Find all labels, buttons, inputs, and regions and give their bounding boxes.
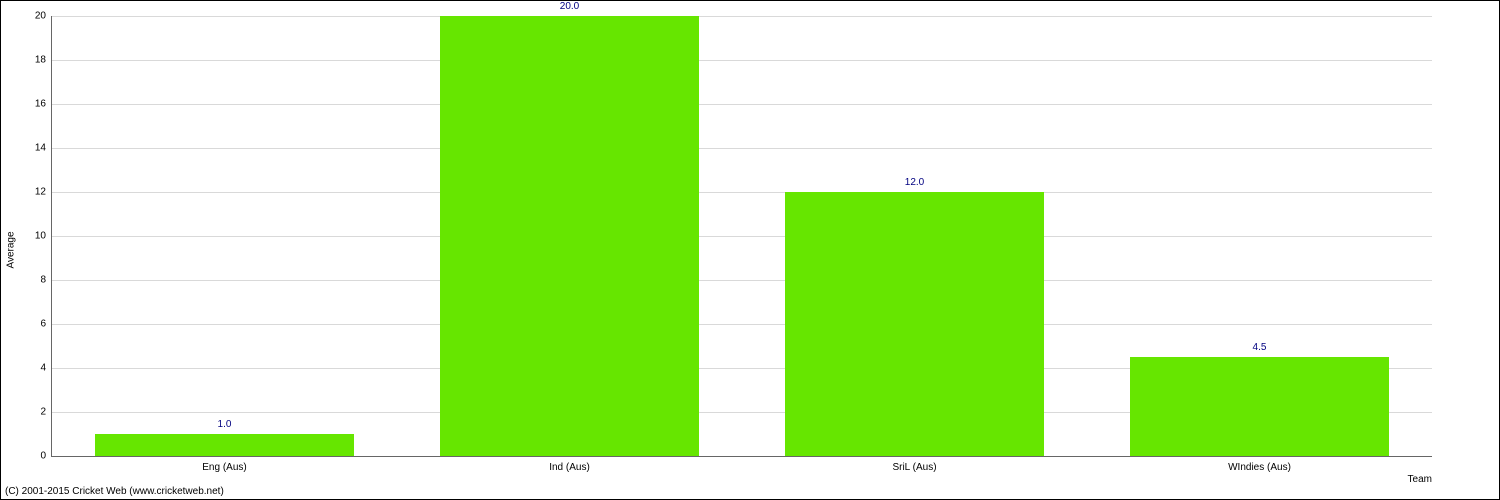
bar: 1.0: [95, 434, 354, 456]
y-tick-label: 8: [40, 275, 52, 286]
gridline: [52, 16, 1432, 17]
attribution-text: (C) 2001-2015 Cricket Web (www.cricketwe…: [5, 486, 224, 497]
bar-value-label: 4.5: [1253, 342, 1267, 353]
y-tick-label: 6: [40, 319, 52, 330]
bar: 4.5: [1130, 357, 1389, 456]
plot-area: Team 024681012141618201.0Eng (Aus)20.0In…: [51, 16, 1432, 457]
x-tick-label: SriL (Aus): [892, 462, 936, 473]
gridline: [52, 324, 1432, 325]
x-tick-label: Ind (Aus): [549, 462, 590, 473]
y-tick-label: 18: [35, 55, 52, 66]
gridline: [52, 60, 1432, 61]
bar-value-label: 1.0: [218, 419, 232, 430]
gridline: [52, 148, 1432, 149]
bar: 20.0: [440, 16, 699, 456]
y-tick-label: 12: [35, 187, 52, 198]
gridline: [52, 104, 1432, 105]
y-tick-label: 16: [35, 99, 52, 110]
x-tick-label: WIndies (Aus): [1228, 462, 1291, 473]
y-tick-label: 2: [40, 407, 52, 418]
y-tick-label: 0: [40, 451, 52, 462]
gridline: [52, 192, 1432, 193]
bar: 12.0: [785, 192, 1044, 456]
x-axis-title: Team: [1408, 474, 1432, 485]
bar-value-label: 20.0: [560, 1, 579, 12]
y-tick-label: 14: [35, 143, 52, 154]
x-tick-label: Eng (Aus): [202, 462, 246, 473]
chart-frame: Team 0 2 4 6 8 10 12 14 16 18 20 1.0 Eng (Aus) 20.0 In…: [0, 0, 1500, 500]
gridline: [52, 236, 1432, 237]
y-axis-title: Average: [6, 231, 17, 268]
y-tick-label: 4: [40, 363, 52, 374]
bar-value-label: 12.0: [905, 177, 924, 188]
gridline: [52, 280, 1432, 281]
y-tick-label: 20: [35, 11, 52, 22]
y-tick-label: 10: [35, 231, 52, 242]
